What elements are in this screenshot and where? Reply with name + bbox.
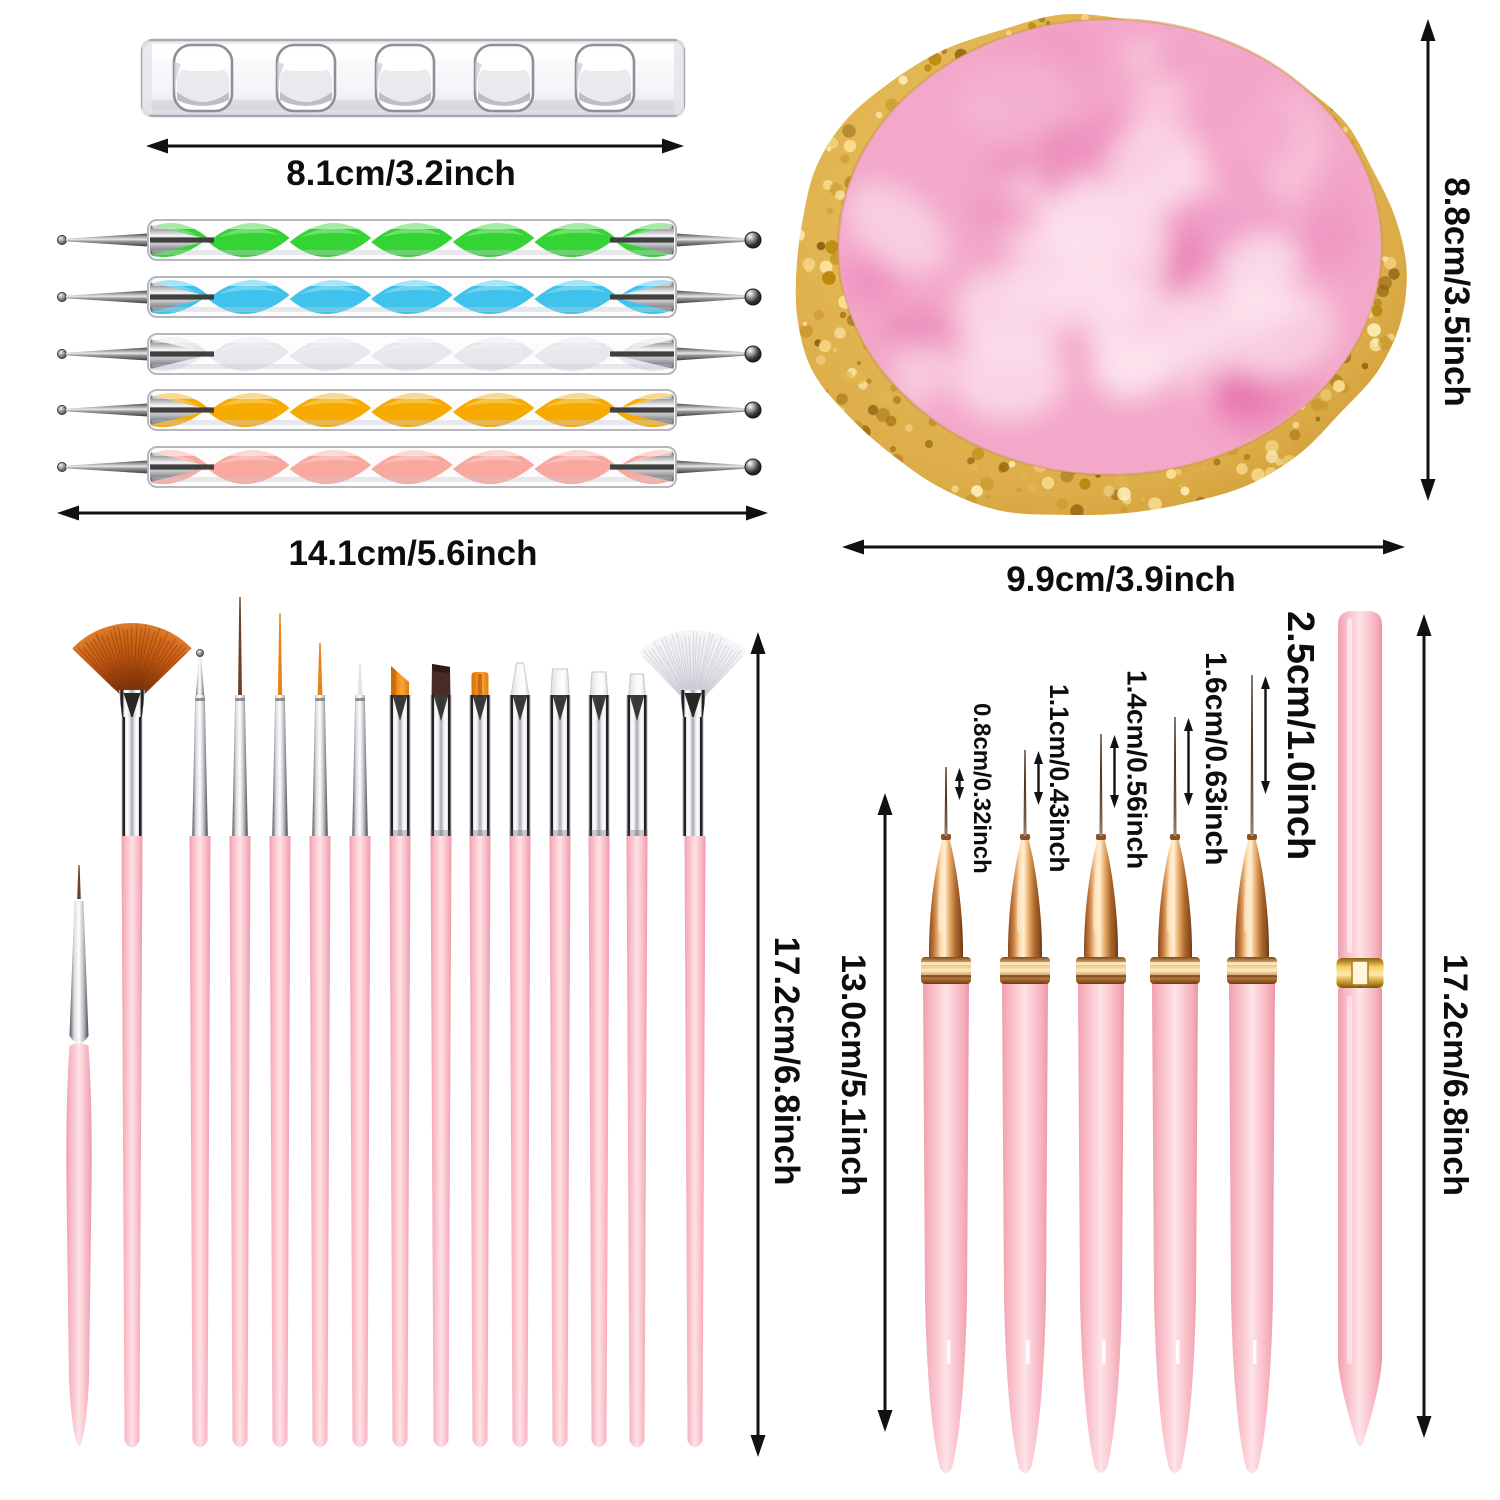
svg-text:1.1cm/0.43inch: 1.1cm/0.43inch [1044,684,1074,873]
svg-text:1.6cm/0.63inch: 1.6cm/0.63inch [1199,652,1232,865]
svg-text:1.4cm/0.56inch: 1.4cm/0.56inch [1122,670,1153,869]
svg-text:8.1cm/3.2inch: 8.1cm/3.2inch [286,154,516,193]
svg-text:9.9cm/3.9inch: 9.9cm/3.9inch [1006,560,1236,599]
svg-text:2.5cm/1.0inch: 2.5cm/1.0inch [1279,611,1321,860]
svg-text:17.2cm/6.8inch: 17.2cm/6.8inch [767,936,806,1185]
svg-text:17.2cm/6.8inch: 17.2cm/6.8inch [1436,954,1474,1196]
svg-text:8.8cm/3.5inch: 8.8cm/3.5inch [1437,177,1476,407]
svg-text:13.0cm/5.1inch: 13.0cm/5.1inch [834,954,872,1196]
svg-text:14.1cm/5.6inch: 14.1cm/5.6inch [288,534,537,573]
svg-text:0.8cm/0.32inch: 0.8cm/0.32inch [968,703,995,874]
